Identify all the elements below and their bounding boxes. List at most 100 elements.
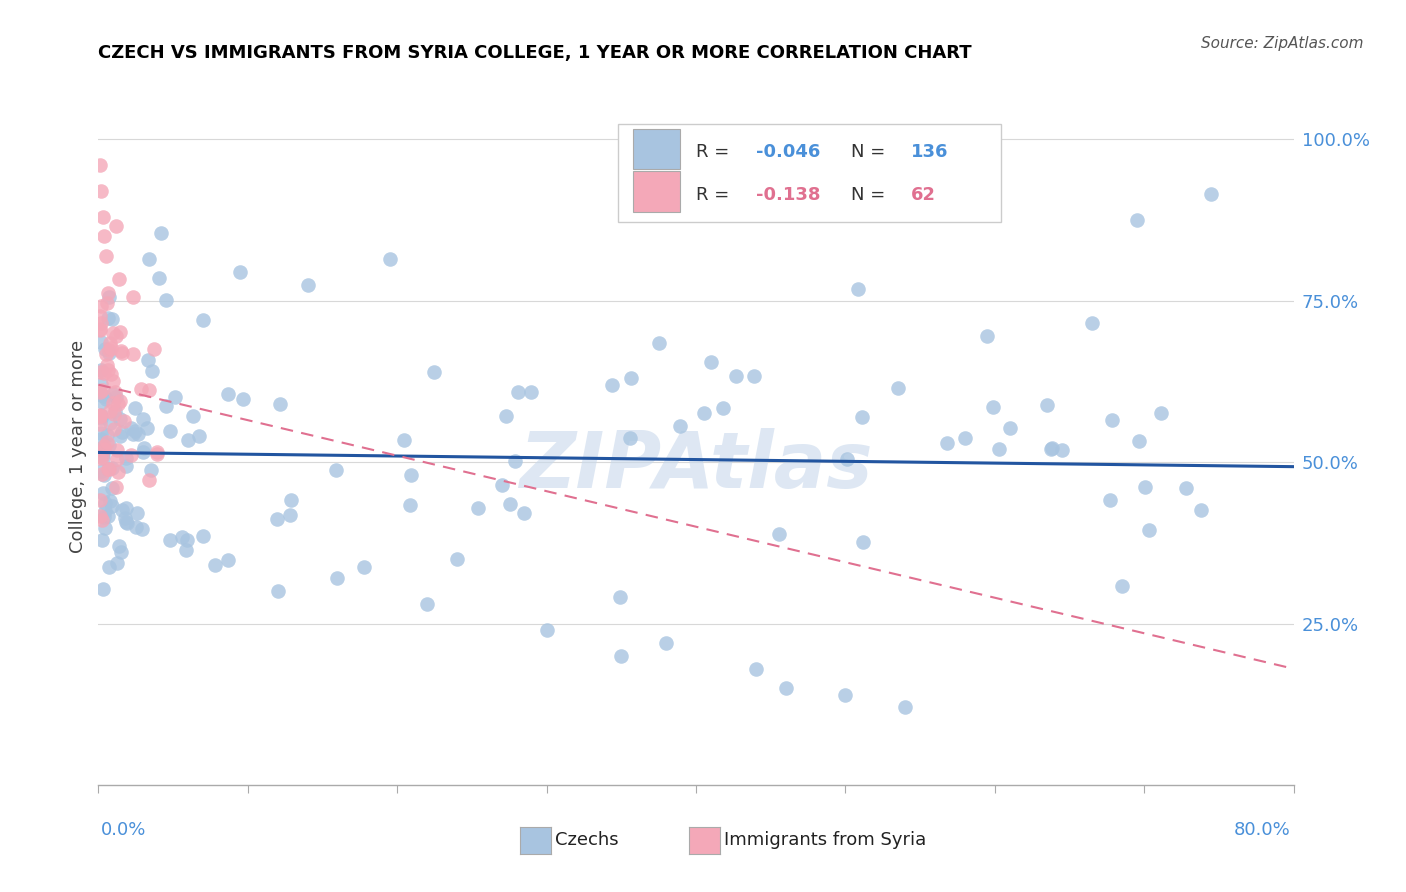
Point: [101, 326, 124, 340]
Point: [138, 473, 160, 487]
Point: [111, 425, 134, 439]
Point: [89, 309, 111, 323]
Point: [97, 310, 120, 325]
Point: [97, 343, 120, 358]
Text: 136: 136: [911, 144, 949, 161]
Point: [134, 441, 156, 455]
Point: [976, 329, 998, 343]
Point: [90, 433, 112, 447]
Point: [131, 444, 153, 458]
Point: [94, 343, 117, 357]
Point: [132, 412, 155, 426]
Point: [107, 465, 129, 479]
Point: [852, 534, 875, 549]
Point: [90, 409, 112, 423]
Point: [96, 358, 118, 372]
Point: [127, 427, 149, 442]
Point: [91, 394, 114, 409]
Point: [181, 409, 204, 423]
Point: [536, 623, 558, 637]
Point: [655, 636, 678, 650]
Point: [520, 385, 543, 400]
Point: [97, 285, 120, 300]
Point: [217, 387, 239, 401]
Point: [98, 416, 121, 430]
Point: [90, 441, 112, 455]
Point: [89, 384, 111, 399]
Point: [97, 290, 120, 304]
Text: ZIPAtlas: ZIPAtlas: [519, 428, 873, 504]
Point: [326, 571, 349, 585]
Point: [399, 498, 422, 512]
Point: [90, 464, 112, 478]
Point: [90, 411, 112, 425]
Point: [89, 451, 111, 466]
Point: [267, 584, 290, 599]
Point: [217, 553, 239, 567]
Point: [204, 558, 226, 573]
Point: [280, 508, 302, 523]
Point: [609, 590, 631, 604]
Point: [94, 248, 117, 262]
Point: [105, 480, 128, 494]
Point: [1150, 406, 1173, 420]
Point: [122, 347, 145, 361]
Point: [89, 409, 111, 423]
Text: Immigrants from Syria: Immigrants from Syria: [724, 831, 927, 849]
Text: R =: R =: [696, 186, 735, 204]
Point: [886, 381, 908, 395]
Point: [114, 450, 136, 465]
Point: [416, 597, 439, 611]
Point: [93, 468, 115, 483]
Point: [610, 648, 633, 663]
Point: [988, 442, 1011, 457]
Point: [191, 313, 214, 327]
Point: [1201, 187, 1223, 202]
Point: [91, 485, 114, 500]
Point: [90, 467, 112, 481]
Point: [188, 429, 211, 443]
Point: [122, 290, 145, 304]
Point: [103, 421, 125, 435]
Point: [138, 383, 160, 397]
Point: [150, 226, 173, 240]
Point: [97, 438, 120, 452]
Point: [96, 435, 118, 450]
Point: [1039, 442, 1062, 456]
Point: [98, 346, 121, 360]
Text: R =: R =: [696, 144, 735, 161]
Point: [93, 496, 115, 510]
Text: Source: ZipAtlas.com: Source: ZipAtlas.com: [1201, 36, 1364, 51]
Point: [90, 384, 112, 398]
FancyBboxPatch shape: [633, 128, 681, 169]
Point: [619, 431, 641, 445]
Point: [101, 374, 124, 388]
Point: [229, 265, 252, 279]
Point: [1052, 443, 1074, 458]
Point: [1128, 434, 1150, 449]
Point: [93, 447, 115, 461]
Point: [174, 543, 197, 558]
Point: [97, 363, 120, 377]
Point: [107, 396, 129, 410]
Point: [127, 507, 149, 521]
Point: [90, 316, 112, 330]
Point: [100, 342, 122, 356]
Point: [108, 412, 131, 426]
Point: [693, 406, 716, 420]
Point: [1174, 481, 1197, 495]
Point: [115, 501, 138, 516]
Point: [392, 433, 415, 447]
Point: [1035, 398, 1057, 412]
Point: [114, 515, 136, 529]
Point: [136, 352, 159, 367]
Point: [90, 184, 112, 198]
Point: [105, 452, 128, 467]
Point: [148, 270, 170, 285]
Point: [93, 442, 115, 456]
Point: [90, 377, 112, 392]
Text: Czechs: Czechs: [555, 831, 619, 849]
Point: [131, 522, 153, 536]
Point: [89, 492, 111, 507]
Point: [1081, 316, 1104, 330]
